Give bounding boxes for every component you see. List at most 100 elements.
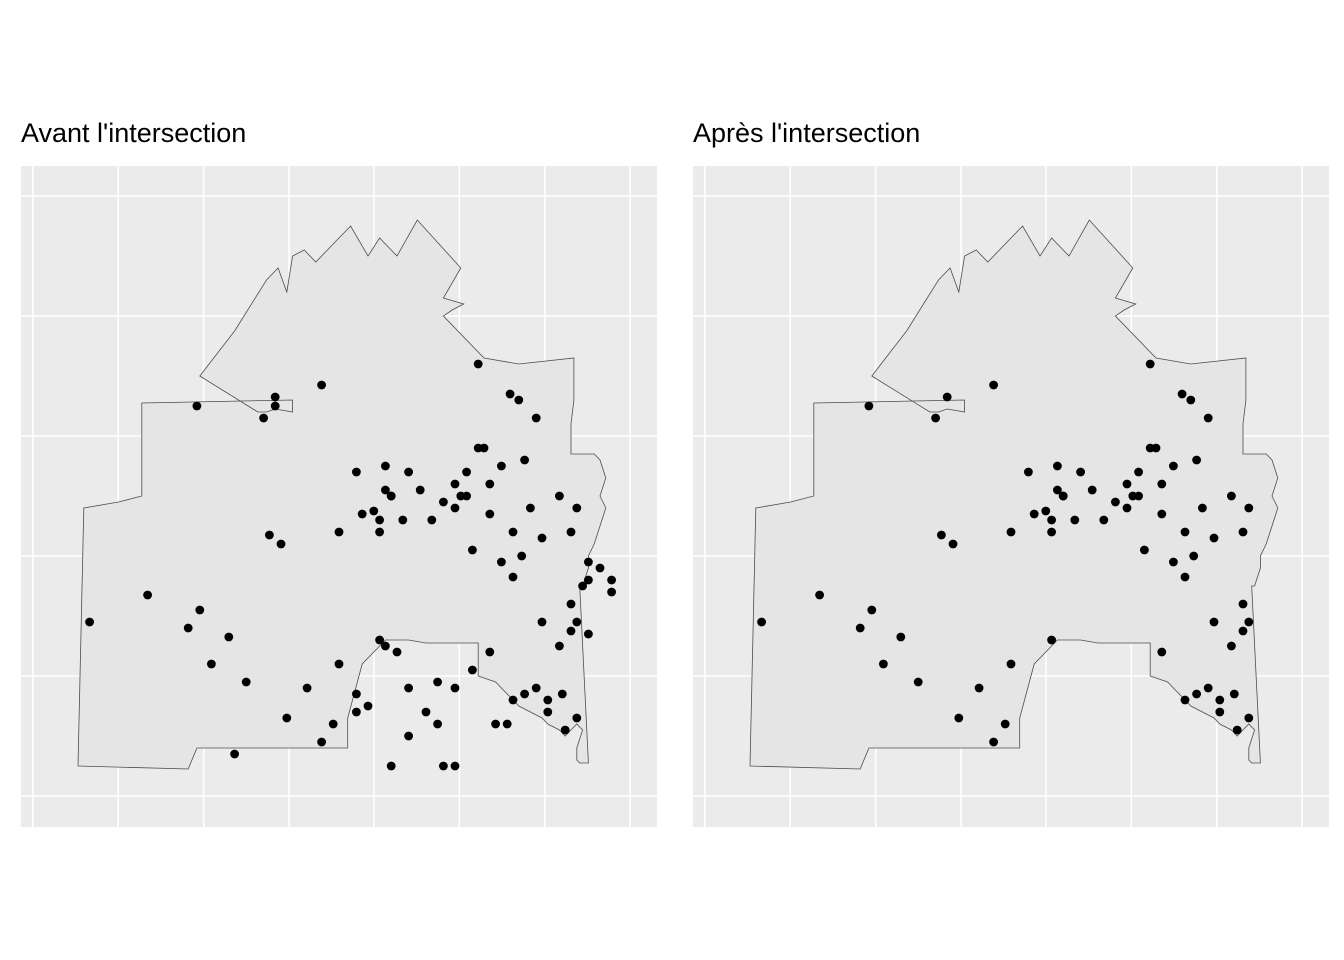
data-point: [1099, 515, 1109, 525]
data-point: [352, 689, 361, 699]
data-point: [497, 461, 506, 471]
data-point: [1238, 527, 1248, 537]
data-point: [989, 380, 998, 390]
data-point: [485, 509, 495, 519]
data-point: [1177, 389, 1187, 399]
data-point: [517, 551, 527, 561]
data-point: [1244, 617, 1254, 627]
panel-right: [693, 166, 1329, 827]
data-point: [404, 467, 413, 477]
data-point: [1058, 491, 1068, 501]
data-point: [259, 413, 268, 423]
data-point: [1140, 545, 1149, 555]
data-point: [415, 485, 425, 495]
data-point: [334, 659, 344, 669]
data-point: [375, 527, 384, 537]
data-point: [937, 530, 946, 540]
data-point: [1169, 557, 1178, 567]
data-point: [398, 515, 408, 525]
data-point: [1053, 485, 1062, 495]
data-point: [537, 533, 547, 543]
region-polygon: [77, 219, 607, 770]
region-polygon: [749, 219, 1279, 770]
data-point: [270, 401, 280, 411]
data-point: [607, 575, 616, 585]
data-point: [276, 539, 286, 549]
data-point: [241, 677, 251, 687]
data-point: [1047, 527, 1056, 537]
data-point: [381, 485, 390, 495]
data-point: [1189, 551, 1199, 561]
data-point: [462, 491, 471, 501]
data-point: [566, 599, 576, 609]
data-point: [1024, 467, 1033, 477]
data-point: [931, 413, 940, 423]
data-point: [557, 689, 567, 699]
data-point: [1111, 497, 1120, 507]
data-point: [566, 527, 576, 537]
data-point: [427, 515, 437, 525]
data-point: [450, 503, 460, 513]
data-point: [584, 575, 593, 585]
data-point: [543, 695, 553, 705]
data-point: [282, 713, 292, 723]
data-point: [1134, 467, 1143, 477]
data-point: [555, 491, 564, 501]
data-point: [989, 737, 998, 747]
data-point: [595, 563, 605, 573]
data-point: [479, 443, 489, 453]
data-point: [514, 395, 524, 405]
data-point: [572, 617, 582, 627]
data-point: [433, 719, 442, 729]
data-point: [560, 725, 570, 735]
data-point: [864, 401, 874, 411]
data-point: [468, 665, 477, 675]
data-point: [1186, 395, 1196, 405]
data-point: [1238, 599, 1248, 609]
data-point: [1047, 515, 1056, 525]
data-point: [1203, 413, 1213, 423]
panel-title-right: Après l'intersection: [693, 118, 921, 148]
panel-title-left: Avant l'intersection: [21, 118, 247, 148]
data-point: [1180, 695, 1190, 705]
data-point: [450, 761, 460, 771]
data-point: [375, 515, 384, 525]
data-point: [468, 545, 477, 555]
data-point: [352, 707, 361, 717]
data-point: [974, 683, 984, 693]
data-point: [520, 689, 529, 699]
data-point: [1076, 467, 1085, 477]
data-point: [352, 467, 361, 477]
data-point: [855, 623, 865, 633]
data-point: [555, 641, 564, 651]
data-point: [1203, 683, 1213, 693]
data-point: [375, 635, 384, 645]
data-point: [317, 737, 326, 747]
data-point: [497, 557, 506, 567]
data-point: [85, 617, 94, 627]
data-point: [224, 632, 234, 642]
data-point: [1157, 647, 1167, 657]
data-point: [392, 647, 402, 657]
data-point: [439, 761, 448, 771]
data-point: [381, 641, 390, 651]
data-point: [1157, 479, 1167, 489]
data-point: [207, 659, 216, 669]
data-point: [896, 632, 906, 642]
data-point: [1122, 479, 1132, 489]
data-point: [572, 713, 582, 723]
data-point: [270, 392, 280, 402]
data-point: [328, 719, 338, 729]
data-point: [1134, 491, 1143, 501]
data-point: [183, 623, 193, 633]
data-point: [404, 683, 413, 693]
data-point: [1215, 695, 1225, 705]
data-point: [757, 617, 766, 627]
data-point: [1232, 725, 1242, 735]
data-point: [584, 629, 593, 639]
data-point: [439, 497, 448, 507]
data-point: [537, 617, 547, 627]
data-point: [1087, 485, 1097, 495]
data-point: [195, 605, 205, 615]
data-point: [1192, 689, 1201, 699]
